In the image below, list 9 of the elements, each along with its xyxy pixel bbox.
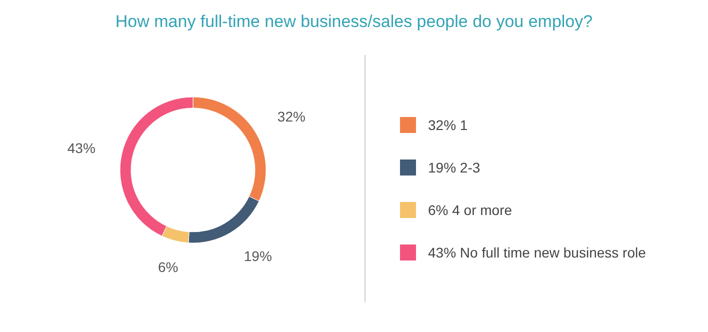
legend-label: 6% 4 or more xyxy=(428,202,512,218)
legend-label: 43% No full time new business role xyxy=(428,244,646,260)
data-label: 6% xyxy=(158,258,178,275)
legend-label: 19% 2-3 xyxy=(428,160,480,176)
data-label: 19% xyxy=(244,248,272,264)
chart-title: How many full-time new business/sales people do you employ? xyxy=(115,12,593,31)
data-label: 32% xyxy=(277,108,306,124)
data-label: 43% xyxy=(67,140,96,156)
legend-label: 32% 1 xyxy=(428,117,468,133)
